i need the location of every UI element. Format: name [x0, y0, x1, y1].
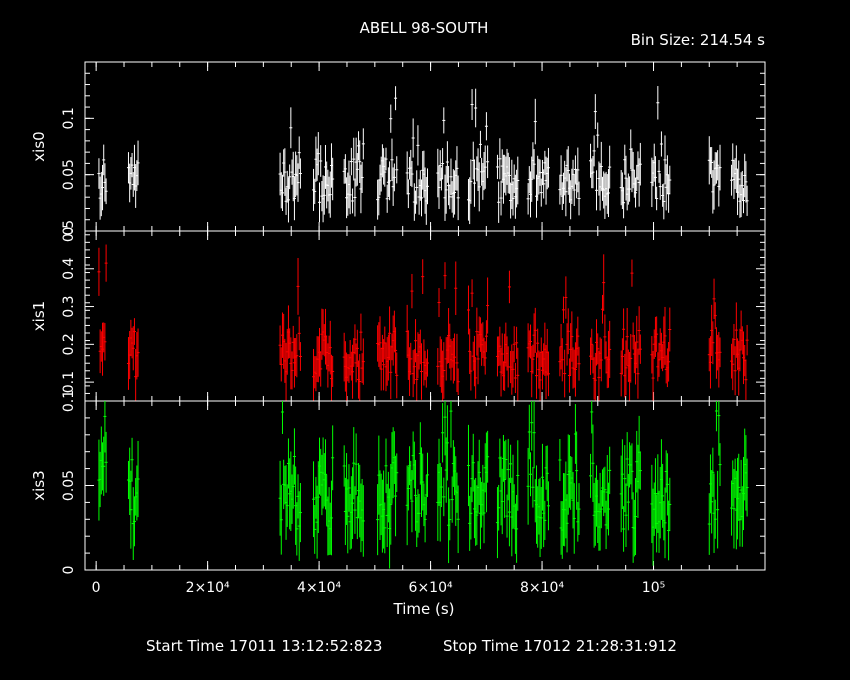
xis0-series	[97, 86, 749, 225]
xis1-ytick-label: 0.5	[61, 220, 77, 242]
x-tick-label: 8×10⁴	[520, 580, 564, 596]
xis3-series	[97, 401, 749, 569]
xis3-ytick-label: 0	[61, 566, 77, 575]
x-tick-label: 0	[92, 580, 101, 596]
start-time-label: Start Time 17011 13:12:52:823	[146, 637, 382, 655]
x-tick-label: 6×10⁴	[409, 580, 453, 596]
bin-size-label: Bin Size: 214.54 s	[631, 31, 766, 49]
xis3-ytick-label: 0.05	[61, 470, 77, 501]
xis0-ylabel: xis0	[30, 131, 48, 161]
x-tick-label: 4×10⁴	[297, 580, 341, 596]
xis3-ytick-label: 0.1	[61, 390, 77, 412]
panels: 0 0.05 0.1 xis0 0.1 0.2 0.3 0.4 0.5 xis1 0 0.05 0.1 x…	[30, 61, 766, 575]
stop-time-label: Stop Time 17012 21:28:31:912	[443, 637, 677, 655]
panel-xis3: 0 0.05 0.1 xis3	[30, 390, 766, 575]
xis1-ylabel: xis1	[30, 301, 48, 331]
chart-title: ABELL 98-SOUTH	[360, 19, 489, 37]
xis0-ytick-label: 0	[61, 227, 77, 236]
x-tick-label: 10⁵	[642, 580, 665, 596]
xis0-ytick-label: 0.1	[61, 107, 77, 129]
xis0-ytick-label: 0.05	[61, 159, 77, 190]
panel-xis1: 0.1 0.2 0.3 0.4 0.5 xis1	[30, 220, 766, 402]
xis1-ytick-label: 0.3	[61, 295, 77, 317]
panel-xis0: 0 0.05 0.1 xis0	[30, 61, 766, 236]
xis1-ytick-label: 0.2	[61, 333, 77, 355]
xis1-ytick-label: 0.4	[61, 258, 77, 280]
xis1-ytick-label: 0.1	[61, 371, 77, 393]
xis3-ylabel: xis3	[30, 470, 48, 500]
x-axis-label: Time (s)	[393, 600, 455, 618]
x-tick-label: 2×10⁴	[186, 580, 230, 596]
xis1-series	[97, 244, 749, 401]
x-axis: 0 2×10⁴ 4×10⁴ 6×10⁴ 8×10⁴ 10⁵	[92, 580, 666, 596]
